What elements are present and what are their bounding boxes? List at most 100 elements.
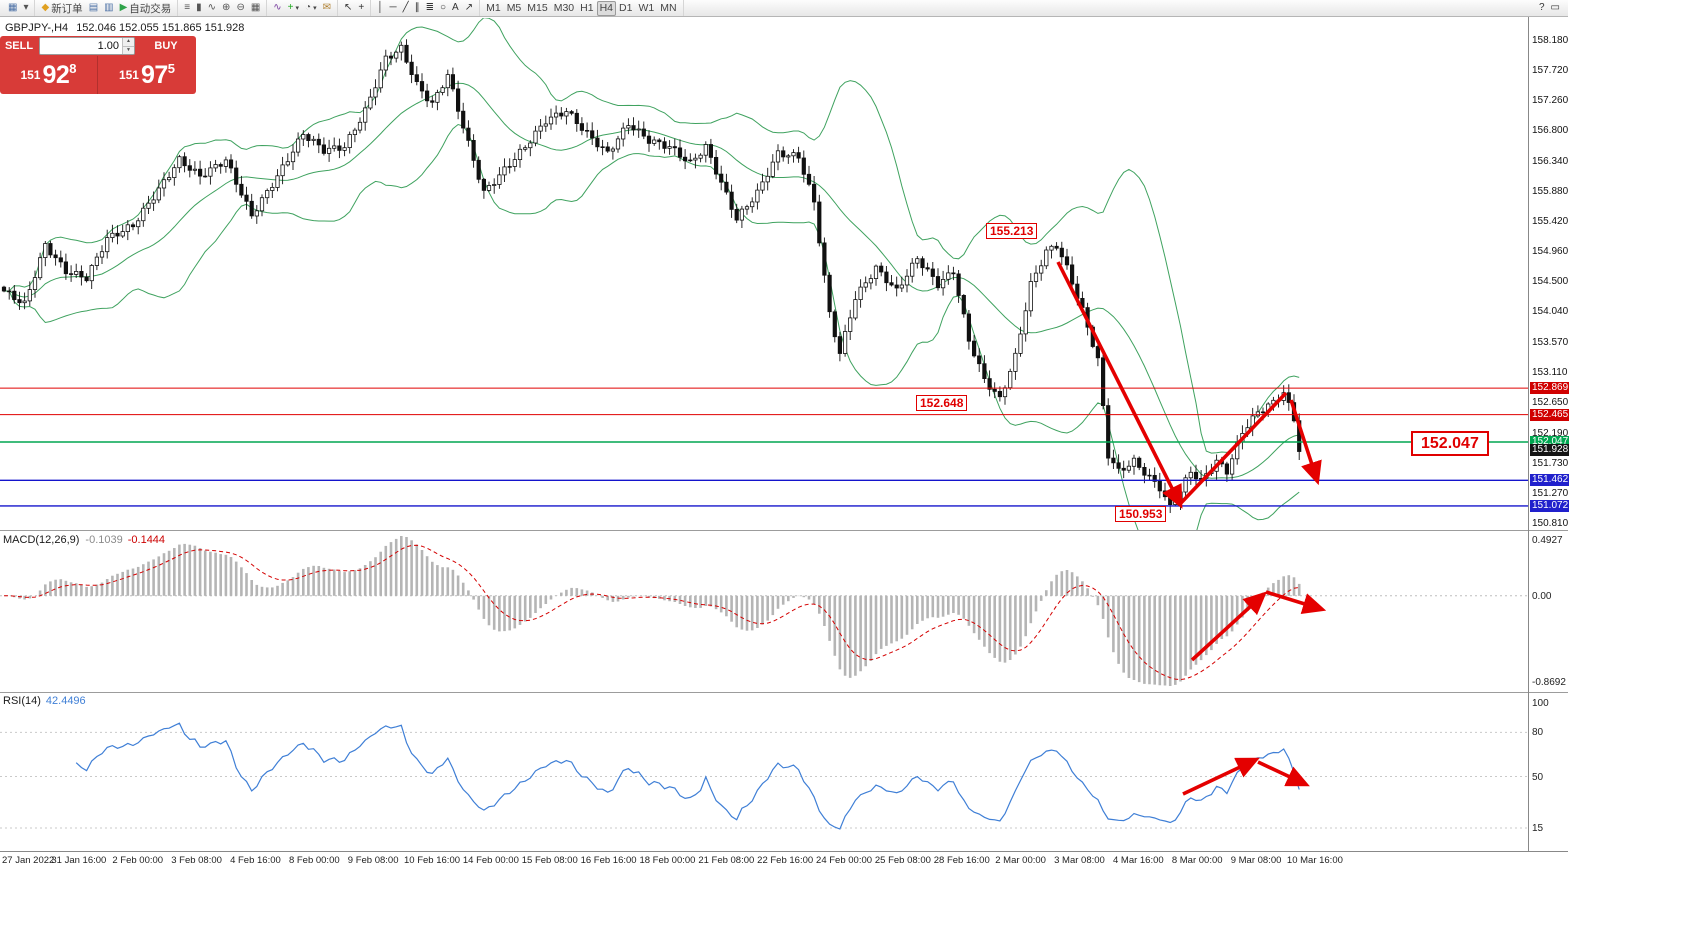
new-order-button[interactable]: ◆ 新订单 bbox=[38, 1, 85, 16]
help-icon: ? bbox=[1538, 2, 1545, 13]
volume-down-icon[interactable]: ▼ bbox=[123, 46, 134, 54]
rsi-scale-50: 50 bbox=[1532, 771, 1544, 783]
macd-scale-zero: 0.00 bbox=[1532, 590, 1552, 602]
rsi-arrow[interactable] bbox=[1182, 757, 1260, 796]
zoom-in-icon[interactable]: ⊕ bbox=[219, 1, 233, 16]
profiles-icon[interactable]: ▾ bbox=[20, 1, 31, 16]
timeframe-mn[interactable]: MN bbox=[660, 2, 677, 14]
navigator-icon[interactable]: ▥ bbox=[101, 1, 116, 16]
periods-icon[interactable]: ◔ ▾ bbox=[302, 1, 320, 16]
buy-price-button[interactable]: 151 97 5 bbox=[98, 56, 196, 94]
chart-candles-icon: ▮ bbox=[196, 2, 202, 13]
price-scale-label: 151.730 bbox=[1532, 457, 1569, 469]
rsi-arrow[interactable] bbox=[1257, 760, 1310, 787]
zoom-in-icon: ⊕ bbox=[222, 2, 231, 13]
mt4-window: ▦ ▾ ◆ 新订单 ▤ ▥ ▶ 自动交易 ≡ ▮ ∿ ⊕ ⊖ ▦ ∿ + ▾ ◔ ▾ ✉ ↖ + │ ─ ╱ ∥ ≣ ○ A ↗ M1 M5 M… bbox=[0, 0, 1569, 869]
trendline-icon[interactable]: ╱ bbox=[400, 1, 412, 16]
text-icon[interactable]: A bbox=[449, 1, 462, 16]
buy-button[interactable]: BUY bbox=[154, 40, 178, 52]
chart-candles-icon[interactable]: ▮ bbox=[193, 1, 205, 16]
time-axis[interactable]: 27 Jan 2022 31 Jan 16:00 2 Feb 00:00 3 Feb … bbox=[0, 851, 1568, 869]
timeframe-m15[interactable]: M15 bbox=[527, 2, 548, 14]
sell-price-button[interactable]: 151 92 8 bbox=[0, 56, 98, 94]
autotrading-label: 自动交易 bbox=[129, 2, 172, 15]
toolbar-group: │ ─ ╱ ∥ ≣ ○ A ↗ bbox=[371, 0, 481, 16]
time-axis-label: 4 Mar 16:00 bbox=[1112, 855, 1164, 866]
panel-separator-rsi[interactable] bbox=[0, 692, 1568, 693]
rsi-scale-15: 15 bbox=[1532, 822, 1544, 834]
macd-signal-value: -0.1444 bbox=[127, 534, 166, 546]
price-scale-label: 154.500 bbox=[1532, 276, 1569, 288]
trend-arrow[interactable] bbox=[1289, 399, 1322, 486]
trend-arrow[interactable] bbox=[1178, 391, 1288, 506]
bollinger-lower-band bbox=[3, 123, 1300, 530]
vertical-line-icon[interactable]: │ bbox=[374, 1, 386, 16]
chart-symbol-header: GBPJPY-,H4 152.046 152.055 151.865 151.92… bbox=[5, 22, 244, 34]
timeframe-h1[interactable]: H1 bbox=[580, 2, 594, 14]
macd-scale-max: 0.4927 bbox=[1532, 535, 1563, 546]
price-annotation-152.047[interactable]: 152.047 bbox=[1411, 431, 1489, 456]
price-scale-label: 156.340 bbox=[1532, 155, 1569, 167]
toolbar-group: ↖ + bbox=[338, 0, 372, 16]
buy-price-main: 97 bbox=[140, 60, 168, 89]
timeframe-d1[interactable]: D1 bbox=[619, 2, 633, 14]
fibonacci-icon[interactable]: ≣ bbox=[423, 1, 437, 16]
trend-arrows-layer bbox=[1056, 261, 1327, 796]
zoom-out-icon: ⊖ bbox=[236, 2, 245, 13]
horizontal-line-icon[interactable]: ─ bbox=[386, 1, 399, 16]
timeframe-m5[interactable]: M5 bbox=[506, 2, 522, 14]
trend-arrow[interactable] bbox=[1056, 261, 1183, 509]
new-chart-icon[interactable]: ▦ bbox=[5, 1, 20, 16]
docking-icon[interactable]: ▭ bbox=[1548, 1, 1563, 16]
support-level-badge-1: 151.462 bbox=[1530, 474, 1569, 487]
panel-separator-macd[interactable] bbox=[0, 530, 1568, 531]
price-annotation-150.953[interactable]: 150.953 bbox=[1115, 506, 1167, 522]
add-indicator-icon[interactable]: + ▾ bbox=[285, 1, 302, 16]
volume-input[interactable] bbox=[40, 38, 122, 54]
chart-bars-icon[interactable]: ≡ bbox=[181, 1, 193, 16]
volume-up-icon[interactable]: ▲ bbox=[123, 38, 134, 47]
resistance-level-badge-1: 152.869 bbox=[1530, 382, 1569, 395]
dropdown-arrow-icon: ▾ bbox=[295, 5, 300, 12]
price-chart-canvas bbox=[0, 18, 1528, 830]
shapes-icon[interactable]: ○ bbox=[437, 1, 449, 16]
rsi-scale-80: 80 bbox=[1532, 727, 1544, 739]
price-scale[interactable]: 158.180 157.720 157.260 156.800 156.340 155.8… bbox=[1528, 17, 1569, 851]
trendline-icon: ╱ bbox=[402, 2, 409, 13]
chart-line-icon[interactable]: ∿ bbox=[205, 1, 219, 16]
zoom-out-icon[interactable]: ⊖ bbox=[233, 1, 247, 16]
macd-arrow[interactable] bbox=[1265, 590, 1327, 615]
arrows-tool-icon[interactable]: ↗ bbox=[462, 1, 476, 16]
time-axis-label: 8 Mar 00:00 bbox=[1171, 855, 1223, 866]
price-annotation-155.213[interactable]: 155.213 bbox=[986, 223, 1038, 239]
price-scale-label: 153.570 bbox=[1532, 337, 1569, 349]
indicators-icon[interactable]: ∿ bbox=[270, 1, 284, 16]
tile-windows-icon[interactable]: ▦ bbox=[248, 1, 263, 16]
toolbar-group: ▦ ▾ bbox=[2, 0, 36, 16]
timeframe-w1[interactable]: W1 bbox=[638, 2, 655, 14]
price-scale-label: 152.190 bbox=[1532, 427, 1569, 439]
mail-icon[interactable]: ✉ bbox=[320, 1, 334, 16]
sell-button[interactable]: SELL bbox=[4, 40, 34, 52]
buy-price-prefix: 151 bbox=[118, 68, 139, 82]
shapes-icon: ○ bbox=[439, 2, 447, 13]
rsi-scale-100: 100 bbox=[1532, 698, 1549, 709]
docking-icon: ▭ bbox=[1550, 2, 1560, 13]
timeframe-m1[interactable]: M1 bbox=[486, 2, 501, 14]
cursor-icon[interactable]: ↖ bbox=[341, 1, 355, 16]
rsi-line bbox=[75, 722, 1300, 830]
mail-icon: ✉ bbox=[322, 2, 331, 13]
indicators-icon: ∿ bbox=[273, 2, 282, 13]
timeframe-h4[interactable]: H4 bbox=[596, 0, 617, 16]
price-annotation-152.648[interactable]: 152.648 bbox=[916, 395, 968, 411]
market-watch-icon[interactable]: ▤ bbox=[86, 1, 101, 16]
volume-box: ▲ ▼ bbox=[39, 37, 135, 55]
timeframe-m30[interactable]: M30 bbox=[553, 2, 575, 14]
price-scale-label: 157.260 bbox=[1532, 95, 1569, 107]
tile-windows-icon: ▦ bbox=[250, 2, 261, 13]
help-icon[interactable]: ? bbox=[1536, 1, 1548, 16]
channel-icon[interactable]: ∥ bbox=[412, 1, 423, 16]
autotrading-button[interactable]: ▶ 自动交易 bbox=[117, 1, 175, 16]
macd-arrow[interactable] bbox=[1190, 591, 1267, 662]
crosshair-icon[interactable]: + bbox=[355, 1, 367, 16]
